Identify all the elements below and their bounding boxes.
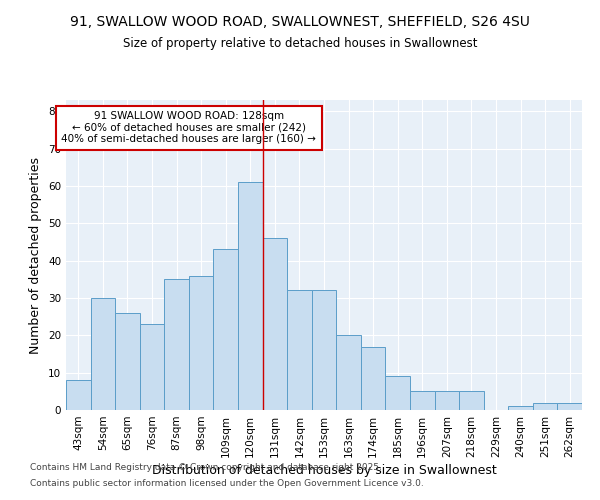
Bar [508, 406, 533, 410]
Bar [312, 290, 336, 410]
Bar [410, 392, 434, 410]
Bar [459, 392, 484, 410]
Text: Contains public sector information licensed under the Open Government Licence v3: Contains public sector information licen… [30, 478, 424, 488]
Bar [140, 324, 164, 410]
Bar [533, 402, 557, 410]
Bar [115, 313, 140, 410]
Bar [263, 238, 287, 410]
Text: Size of property relative to detached houses in Swallownest: Size of property relative to detached ho… [123, 38, 477, 51]
Text: 91, SWALLOW WOOD ROAD, SWALLOWNEST, SHEFFIELD, S26 4SU: 91, SWALLOW WOOD ROAD, SWALLOWNEST, SHEF… [70, 15, 530, 29]
Text: 91 SWALLOW WOOD ROAD: 128sqm
← 60% of detached houses are smaller (242)
40% of s: 91 SWALLOW WOOD ROAD: 128sqm ← 60% of de… [61, 111, 316, 144]
Bar [557, 402, 582, 410]
Bar [287, 290, 312, 410]
Bar [238, 182, 263, 410]
Bar [164, 280, 189, 410]
Bar [214, 250, 238, 410]
Y-axis label: Number of detached properties: Number of detached properties [29, 156, 43, 354]
Bar [361, 346, 385, 410]
Bar [434, 392, 459, 410]
Bar [189, 276, 214, 410]
X-axis label: Distribution of detached houses by size in Swallownest: Distribution of detached houses by size … [152, 464, 496, 477]
Bar [66, 380, 91, 410]
Bar [336, 336, 361, 410]
Bar [385, 376, 410, 410]
Bar [91, 298, 115, 410]
Text: Contains HM Land Registry data © Crown copyright and database right 2025.: Contains HM Land Registry data © Crown c… [30, 464, 382, 472]
